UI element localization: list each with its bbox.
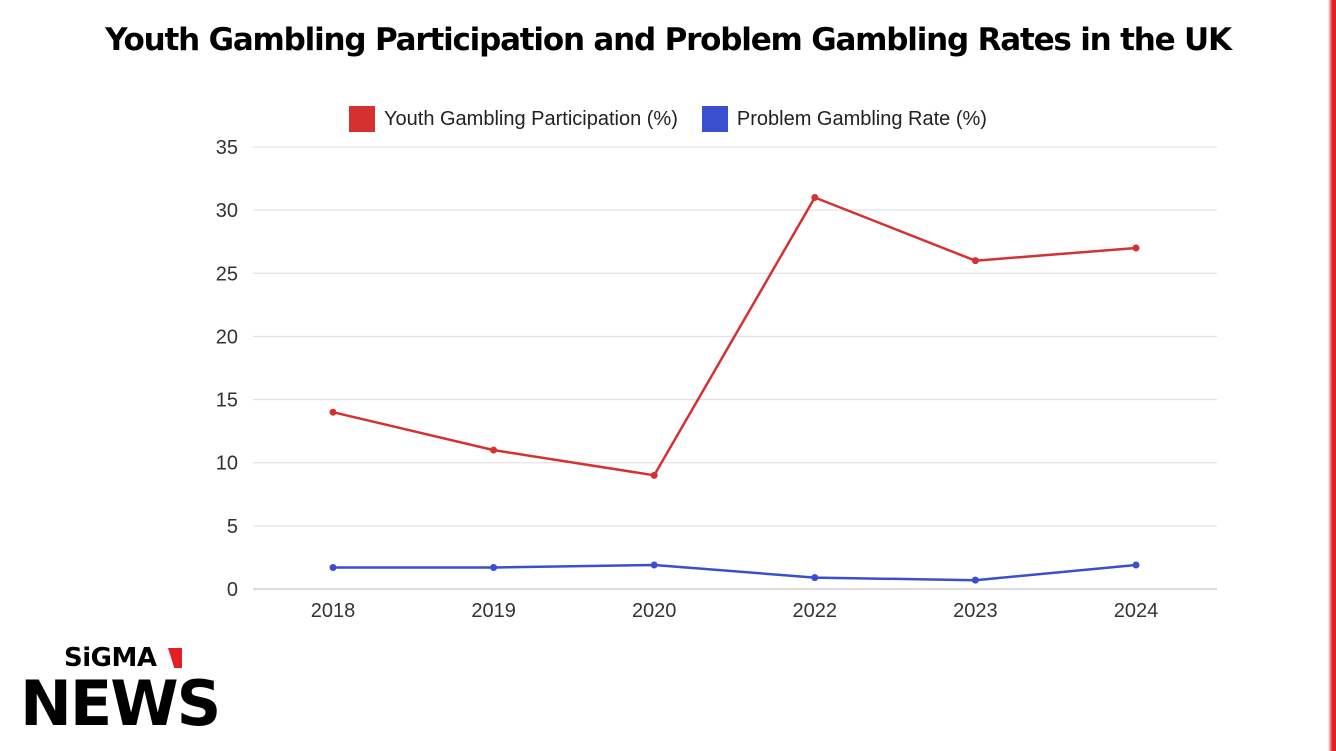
data-point-youth-participation	[811, 194, 819, 202]
legend-swatch-youth-participation	[349, 106, 376, 132]
x-tick-label: 2019	[471, 600, 516, 622]
chart-title: Youth Gambling Participation and Problem…	[105, 22, 1232, 58]
y-tick-label: 25	[216, 263, 238, 285]
logo-news-text: NEWS	[20, 667, 221, 740]
data-point-youth-participation	[490, 446, 498, 454]
logo-flag-icon	[168, 648, 182, 668]
legend: Youth Gambling Participation (%) Problem…	[0, 106, 1336, 132]
data-point-youth-participation	[971, 257, 979, 265]
data-point-problem-gambling	[1132, 561, 1140, 569]
data-point-problem-gambling	[490, 564, 498, 572]
x-tick-label: 2018	[311, 600, 356, 622]
legend-item-youth-participation: Youth Gambling Participation (%)	[349, 106, 678, 132]
y-tick-label: 10	[216, 453, 238, 475]
y-tick-label: 35	[216, 137, 238, 159]
logo-sigma-text: SiGMA	[64, 643, 157, 673]
y-tick-label: 0	[227, 579, 238, 601]
data-point-problem-gambling	[650, 561, 658, 569]
series-line-problem-gambling	[333, 563, 1137, 582]
legend-swatch-problem-gambling	[701, 106, 728, 132]
legend-label-youth-participation: Youth Gambling Participation (%)	[384, 107, 678, 130]
x-tick-label: 2020	[632, 600, 677, 622]
y-tick-label: 30	[216, 200, 238, 222]
y-tick-label: 5	[227, 516, 238, 538]
legend-item-problem-gambling: Problem Gambling Rate (%)	[701, 106, 987, 132]
legend-label-problem-gambling: Problem Gambling Rate (%)	[736, 107, 987, 130]
data-point-problem-gambling	[811, 574, 819, 582]
series-line-youth-participation	[332, 196, 1137, 477]
data-point-youth-participation	[650, 471, 658, 479]
data-point-youth-participation	[329, 408, 337, 416]
y-tick-label: 15	[216, 390, 238, 412]
data-point-problem-gambling	[329, 564, 337, 572]
data-point-problem-gambling	[971, 576, 979, 584]
x-tick-label: 2024	[1114, 600, 1159, 622]
data-point-youth-participation	[1132, 244, 1140, 252]
y-tick-label: 20	[216, 326, 238, 348]
x-tick-label: 2022	[793, 600, 838, 622]
red-edge-accent	[1328, 0, 1336, 751]
sigma-news-logo: SiGMA NEWS	[20, 644, 230, 739]
x-tick-label: 2023	[953, 600, 998, 622]
